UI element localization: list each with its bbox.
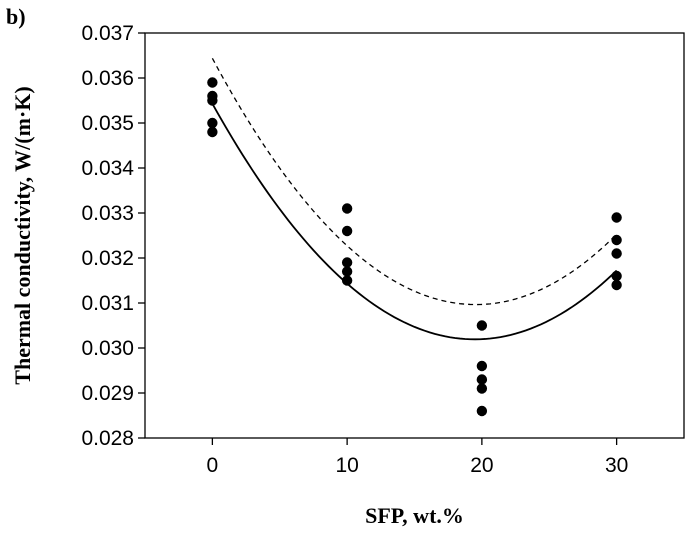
- data-point: [611, 279, 622, 291]
- data-point: [476, 405, 488, 417]
- data-point: [611, 212, 622, 223]
- data-point: [207, 95, 218, 106]
- y-tick-label: 0.028: [81, 427, 134, 450]
- data-point: [611, 248, 622, 259]
- y-axis: 0.028 0.029 0.030 0.031 0.032 0.033 0.034 0.035…: [81, 22, 145, 450]
- x-tick-label: 30: [605, 454, 628, 477]
- data-point: [341, 203, 353, 214]
- y-tick-label: 0.031: [81, 292, 134, 315]
- data-point: [341, 275, 353, 286]
- data-points: [207, 77, 622, 417]
- data-point: [341, 225, 353, 237]
- x-axis-title: SFP, wt.%: [365, 503, 464, 528]
- y-tick-label: 0.029: [81, 382, 134, 405]
- data-point: [476, 360, 488, 372]
- data-point: [341, 266, 353, 277]
- data-point: [476, 320, 488, 331]
- data-point: [611, 234, 622, 246]
- y-tick-label: 0.036: [81, 67, 134, 90]
- x-tick-label: 0: [207, 454, 219, 477]
- data-point: [207, 117, 218, 129]
- y-tick-label: 0.030: [81, 337, 134, 360]
- y-tick-label: 0.035: [81, 112, 134, 135]
- plot-frame: [144, 32, 685, 439]
- x-tick-label: 20: [470, 454, 493, 477]
- y-tick-label: 0.032: [81, 247, 134, 270]
- data-point: [341, 257, 353, 268]
- data-point: [207, 126, 218, 138]
- fit-curves: [211, 58, 618, 341]
- data-point: [476, 383, 488, 394]
- plot-area: 0.028 0.029 0.030 0.031 0.032 0.033 0.034 0.035…: [81, 22, 685, 477]
- y-tick-label: 0.033: [81, 202, 134, 225]
- dashed-fit-curve: [211, 58, 618, 306]
- panel-label: b): [6, 4, 26, 29]
- data-point: [207, 77, 218, 88]
- x-axis: 0 10 20 30: [207, 438, 628, 477]
- y-tick-label: 0.037: [81, 22, 134, 45]
- y-axis-title: Thermal conductivity, W/(m·K): [10, 86, 35, 384]
- solid-fit-curve: [211, 103, 618, 341]
- data-point: [476, 374, 488, 385]
- data-point: [611, 270, 622, 282]
- x-tick-label: 10: [335, 454, 358, 477]
- y-tick-label: 0.034: [81, 157, 134, 180]
